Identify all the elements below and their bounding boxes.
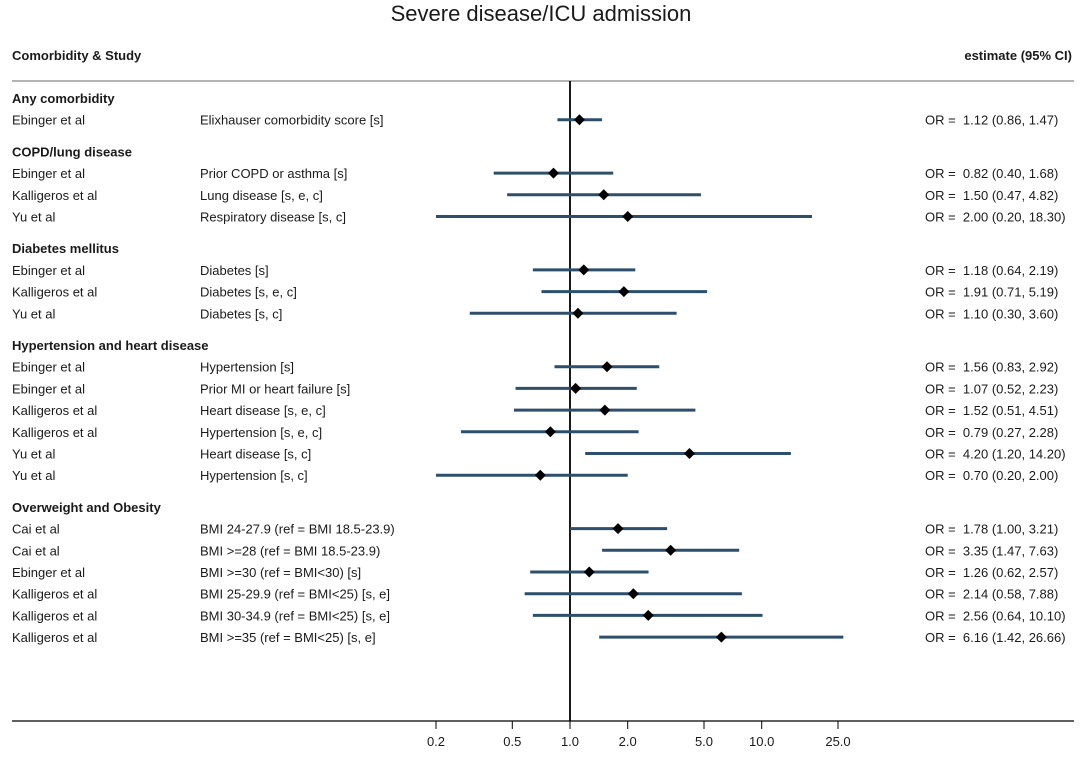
estimate-label: OR = 1.18 (0.64, 2.19) xyxy=(925,263,1058,278)
x-tick-label: 10.0 xyxy=(749,734,774,749)
study-name: Ebinger et al xyxy=(12,263,85,278)
point-estimate xyxy=(627,588,639,600)
measure-label: BMI >=30 (ref = BMI<30) [s] xyxy=(200,565,361,580)
group-heading: Diabetes mellitus xyxy=(12,241,119,256)
header-right: estimate (95% CI) xyxy=(964,48,1072,63)
measure-label: Diabetes [s, e, c] xyxy=(200,285,297,300)
estimate-label: OR = 1.50 (0.47, 4.82) xyxy=(925,188,1058,203)
point-estimate xyxy=(642,609,654,621)
study-name: Kalligeros et al xyxy=(12,188,97,203)
estimate-label: OR = 2.56 (0.64, 10.10) xyxy=(925,608,1066,623)
measure-label: BMI >=35 (ref = BMI<25) [s, e] xyxy=(200,630,376,645)
study-name: Kalligeros et al xyxy=(12,608,97,623)
study-name: Cai et al xyxy=(12,522,60,537)
x-tick-label: 2.0 xyxy=(619,734,637,749)
study-name: Kalligeros et al xyxy=(12,630,97,645)
estimate-label: OR = 1.91 (0.71, 5.19) xyxy=(925,285,1058,300)
estimate-label: OR = 4.20 (1.20, 14.20) xyxy=(925,447,1066,462)
x-tick-label: 25.0 xyxy=(825,734,850,749)
x-tick-label: 0.2 xyxy=(427,734,445,749)
point-estimate xyxy=(572,307,584,319)
measure-label: Hypertension [s, e, c] xyxy=(200,425,322,440)
estimate-label: OR = 1.52 (0.51, 4.51) xyxy=(925,403,1058,418)
estimate-label: OR = 0.82 (0.40, 1.68) xyxy=(925,166,1058,181)
study-name: Yu et al xyxy=(12,447,55,462)
study-name: Kalligeros et al xyxy=(12,285,97,300)
point-estimate xyxy=(578,264,590,276)
point-estimate xyxy=(573,114,585,126)
x-tick-label: 0.5 xyxy=(503,734,521,749)
estimate-label: OR = 2.14 (0.58, 7.88) xyxy=(925,587,1058,602)
point-estimate xyxy=(618,286,630,298)
measure-label: Diabetes [s] xyxy=(200,263,269,278)
measure-label: Elixhauser comorbidity score [s] xyxy=(200,113,384,128)
measure-label: Hypertension [s, c] xyxy=(200,468,308,483)
point-estimate xyxy=(665,544,677,556)
x-tick-label: 1.0 xyxy=(561,734,579,749)
point-estimate xyxy=(612,523,624,535)
point-estimate xyxy=(622,211,634,222)
x-axis-ticks: 0.2 0.5 1.0 2.0 5.0 10.0 25.0 xyxy=(427,721,851,749)
measure-label: Prior COPD or asthma [s] xyxy=(200,166,347,181)
study-name: Ebinger et al xyxy=(12,565,85,580)
study-name: Ebinger et al xyxy=(12,381,85,396)
measure-label: Heart disease [s, c] xyxy=(200,447,311,462)
header-left: Comorbidity & Study xyxy=(12,48,142,63)
study-name: Ebinger et al xyxy=(12,166,85,181)
group-heading: Overweight and Obesity xyxy=(12,500,162,515)
study-name: Kalligeros et al xyxy=(12,587,97,602)
measure-label: BMI 24-27.9 (ref = BMI 18.5-23.9) xyxy=(200,522,395,537)
point-estimate xyxy=(715,631,727,643)
study-name: Cai et al xyxy=(12,543,60,558)
measure-label: Prior MI or heart failure [s] xyxy=(200,381,350,396)
study-name: Kalligeros et al xyxy=(12,425,97,440)
point-estimate xyxy=(601,361,613,373)
study-name: Kalligeros et al xyxy=(12,403,97,418)
measure-label: Respiratory disease [s, c] xyxy=(200,210,346,225)
measure-label: BMI 30-34.9 (ref = BMI<25) [s, e] xyxy=(200,608,390,623)
point-estimate xyxy=(570,382,582,394)
estimate-label: OR = 6.16 (1.42, 26.66) xyxy=(925,630,1066,645)
measure-label: Hypertension [s] xyxy=(200,360,294,375)
measure-label: BMI >=28 (ref = BMI 18.5-23.9) xyxy=(200,543,380,558)
group-heading: Any comorbidity xyxy=(12,91,115,106)
x-tick-label: 5.0 xyxy=(695,734,713,749)
point-estimate xyxy=(599,404,611,416)
point-estimate xyxy=(534,469,546,481)
study-name: Yu et al xyxy=(12,306,55,321)
estimate-label: OR = 0.70 (0.20, 2.00) xyxy=(925,468,1058,483)
study-name: Ebinger et al xyxy=(12,113,85,128)
estimate-label: OR = 0.79 (0.27, 2.28) xyxy=(925,425,1058,440)
point-estimate xyxy=(598,189,610,201)
group-heading: COPD/lung disease xyxy=(12,144,132,159)
forest-rows: Any comorbidity Ebinger et al Elixhauser c… xyxy=(12,91,1066,645)
estimate-label: OR = 2.00 (0.20, 18.30) xyxy=(925,210,1066,225)
measure-label: Lung disease [s, e, c] xyxy=(200,188,323,203)
measure-label: Diabetes [s, c] xyxy=(200,306,282,321)
measure-label: BMI 25-29.9 (ref = BMI<25) [s, e] xyxy=(200,587,390,602)
point-estimate xyxy=(583,566,595,578)
chart-title: Severe disease/ICU admission xyxy=(391,1,692,26)
point-estimate xyxy=(683,448,695,459)
estimate-label: OR = 1.26 (0.62, 2.57) xyxy=(925,565,1058,580)
estimate-label: OR = 1.12 (0.86, 1.47) xyxy=(925,113,1058,128)
estimate-label: OR = 3.35 (1.47, 7.63) xyxy=(925,543,1058,558)
study-name: Yu et al xyxy=(12,468,55,483)
estimate-label: OR = 1.78 (1.00, 3.21) xyxy=(925,522,1058,537)
estimate-label: OR = 1.07 (0.52, 2.23) xyxy=(925,381,1058,396)
study-name: Ebinger et al xyxy=(12,360,85,375)
point-estimate xyxy=(544,426,556,438)
study-name: Yu et al xyxy=(12,210,55,225)
point-estimate xyxy=(547,167,559,179)
measure-label: Heart disease [s, e, c] xyxy=(200,403,326,418)
estimate-label: OR = 1.56 (0.83, 2.92) xyxy=(925,360,1058,375)
estimate-label: OR = 1.10 (0.30, 3.60) xyxy=(925,306,1058,321)
group-heading: Hypertension and heart disease xyxy=(12,338,209,353)
